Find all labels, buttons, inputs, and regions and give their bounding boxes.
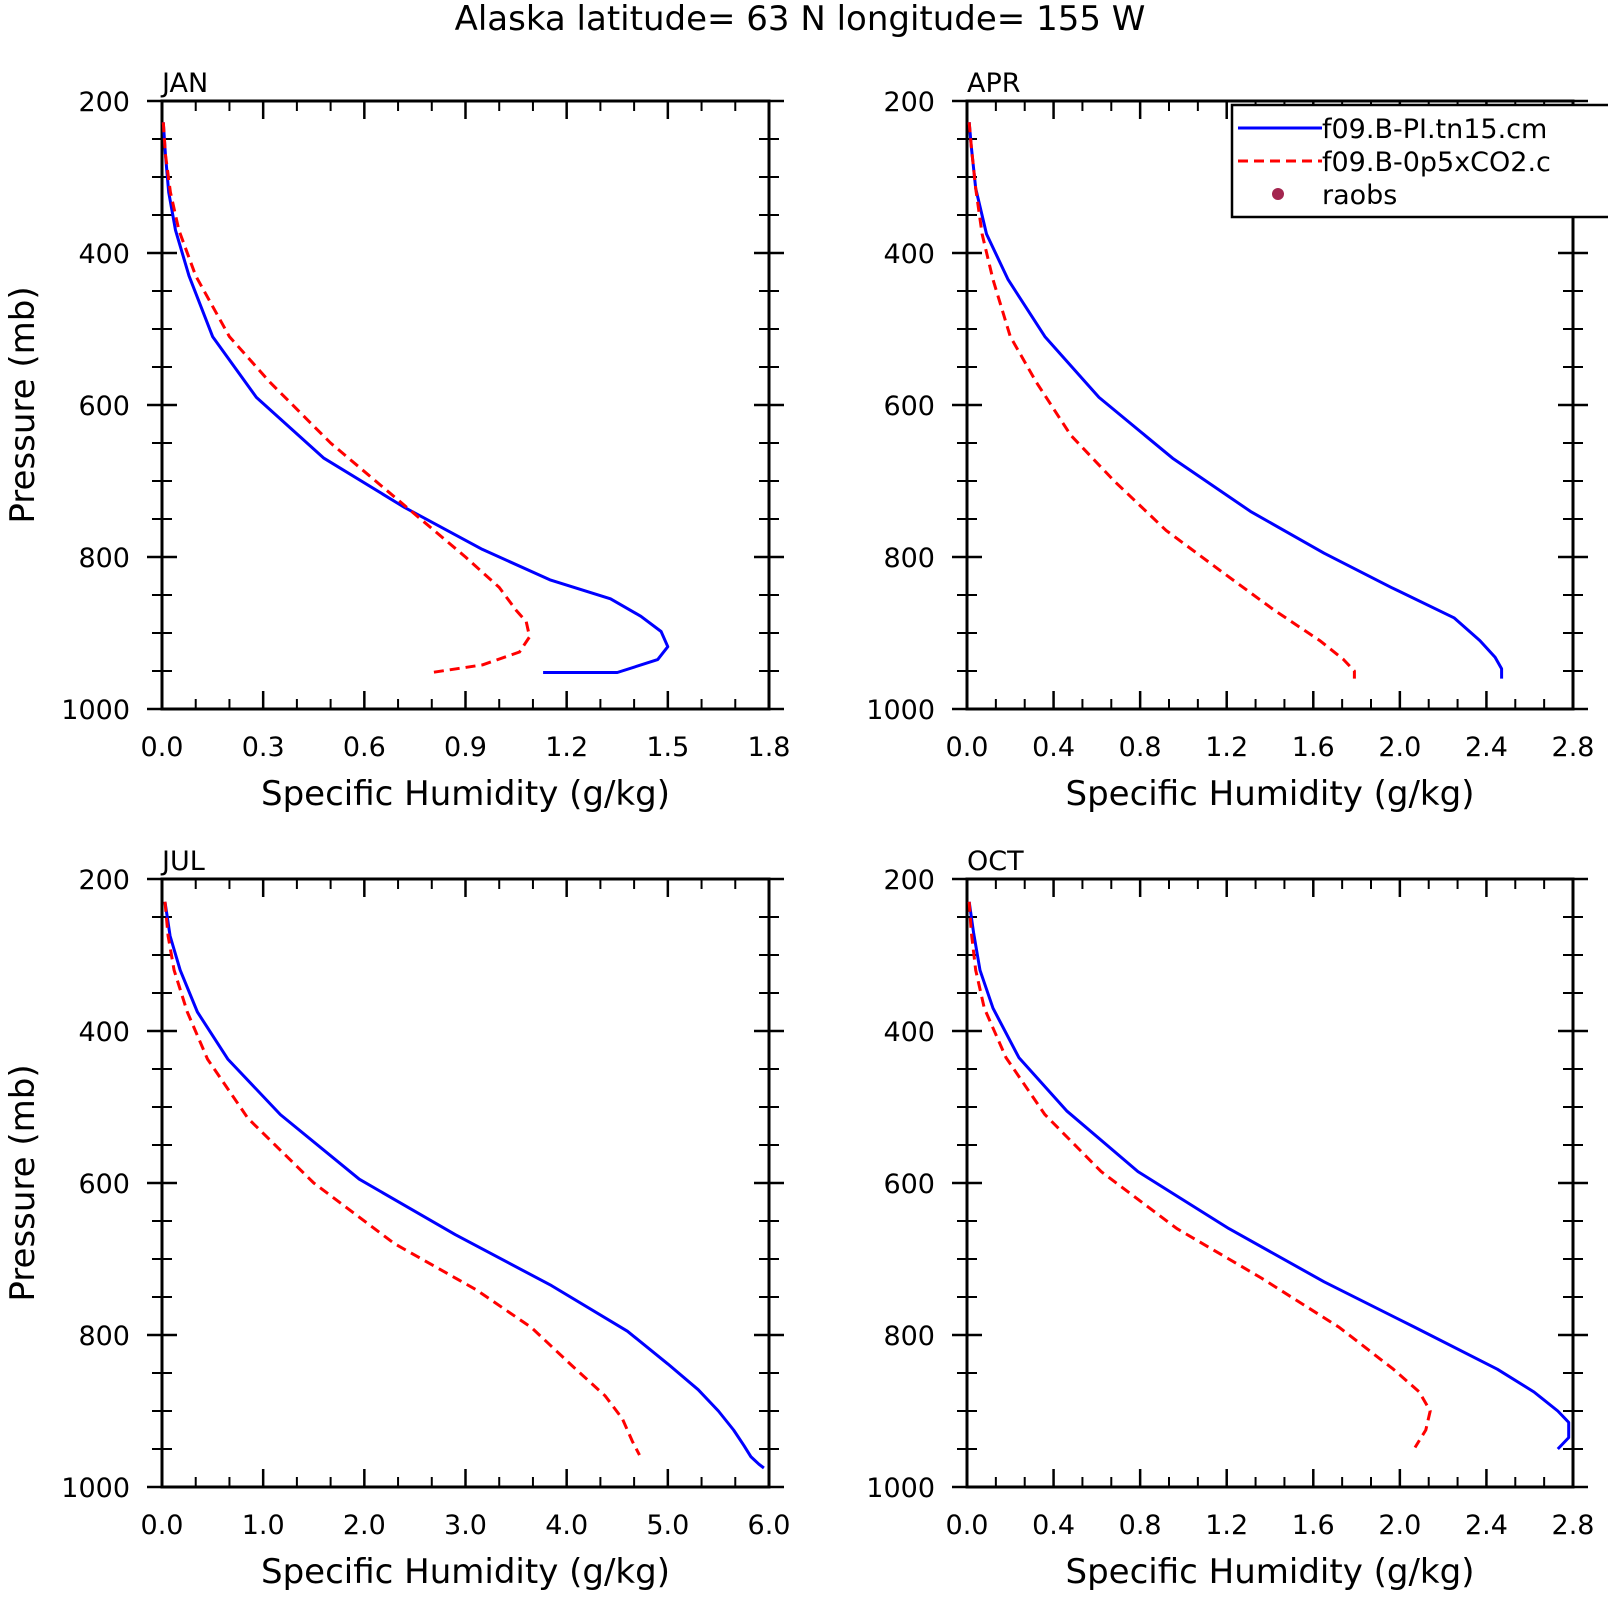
- y-tick-label: 1000: [866, 1473, 935, 1504]
- y-tick-label: 200: [78, 87, 130, 118]
- x-tick-label: 0.9: [444, 732, 487, 763]
- x-tick-label: 1.2: [1205, 1510, 1248, 1541]
- x-tick-label: 2.4: [1465, 732, 1508, 763]
- x-tick-label: 2.8: [1552, 732, 1595, 763]
- y-tick-label: 600: [78, 1169, 130, 1200]
- x-tick-label: 5.0: [646, 1510, 689, 1541]
- x-tick-label: 1.2: [545, 732, 588, 763]
- panel-title: OCT: [967, 846, 1024, 877]
- series-line-dashed: [967, 122, 1356, 679]
- panel-jan: JAN 0.0 0.3 0.6 0.9 1.2 1.5 1.8 200 400 600 800 1000…: [3, 68, 790, 814]
- x-tick-label: 0.0: [946, 1510, 989, 1541]
- y-tick-label: 600: [883, 391, 935, 422]
- x-tick-label: 2.0: [1378, 732, 1421, 763]
- legend-marker-dot: [1272, 188, 1284, 200]
- y-tick-label: 400: [883, 1017, 935, 1048]
- x-tick-label: 1.5: [646, 732, 689, 763]
- y-tick-label: 800: [78, 1321, 130, 1352]
- y-tick-label: 1000: [61, 695, 130, 726]
- panel-oct: OCT 0.0 0.4 0.8 1.2 1.6 2.0 2.4 2.8 200 400 600 800 1…: [866, 846, 1594, 1592]
- y-tick-label: 200: [883, 87, 935, 118]
- panel-title: APR: [967, 68, 1021, 99]
- series-line-solid: [967, 122, 1504, 679]
- series-line-solid: [163, 901, 765, 1470]
- x-tick-label: 4.0: [545, 1510, 588, 1541]
- x-tick-label: 1.6: [1292, 732, 1335, 763]
- x-tick-label: 1.0: [242, 1510, 285, 1541]
- legend-label: f09.B-0p5xCO2.c: [1322, 147, 1551, 178]
- plot-frame: [160, 877, 771, 1489]
- x-tick-label: 1.6: [1292, 1510, 1335, 1541]
- y-tick-label: 800: [883, 1321, 935, 1352]
- panel-apr: APR 0.0 0.4 0.8 1.2 1.6 2.0 2.4 2.8 200 400 600 800 1…: [866, 68, 1594, 814]
- x-tick-label: 6.0: [748, 1510, 791, 1541]
- series-line-dashed: [161, 122, 532, 674]
- legend-label: raobs: [1322, 180, 1397, 211]
- x-tick-label: 0.0: [141, 732, 184, 763]
- main-title: Alaska latitude= 63 N longitude= 155 W: [455, 0, 1146, 39]
- plot-frame: [965, 877, 1575, 1489]
- x-axis-label: Specific Humidity (g/kg): [261, 1552, 670, 1592]
- series-line-solid: [161, 122, 670, 674]
- x-tick-label: 1.8: [748, 732, 791, 763]
- plot-frame: [160, 99, 771, 711]
- x-tick-label: 0.0: [141, 1510, 184, 1541]
- x-tick-label: 0.4: [1032, 1510, 1075, 1541]
- panels: JAN 0.0 0.3 0.6 0.9 1.2 1.5 1.8 200 400 600 800 1000…: [3, 68, 1594, 1592]
- y-tick-label: 1000: [866, 695, 935, 726]
- y-tick-label: 1000: [61, 1473, 130, 1504]
- x-tick-label: 0.8: [1119, 732, 1162, 763]
- x-axis-label: Specific Humidity (g/kg): [1066, 1552, 1475, 1592]
- y-tick-label: 400: [883, 239, 935, 270]
- series-line-dashed: [967, 901, 1432, 1449]
- y-tick-label: 400: [78, 1017, 130, 1048]
- y-tick-label: 400: [78, 239, 130, 270]
- x-tick-label: 0.4: [1032, 732, 1075, 763]
- x-axis-label: Specific Humidity (g/kg): [1066, 774, 1475, 814]
- series-line-dashed: [163, 901, 641, 1456]
- x-tick-label: 3.0: [444, 1510, 487, 1541]
- panel-title: JAN: [160, 68, 208, 99]
- y-tick-label: 600: [883, 1169, 935, 1200]
- series-line-solid: [967, 901, 1571, 1451]
- legend-label: f09.B-PI.tn15.cm: [1322, 114, 1547, 145]
- x-tick-label: 0.6: [343, 732, 386, 763]
- y-axis-label: Pressure (mb): [3, 1064, 43, 1301]
- panel-jul: JUL 0.0 1.0 2.0 3.0 4.0 5.0 6.0 200 400 600 800 1000…: [3, 846, 790, 1592]
- y-tick-label: 800: [883, 543, 935, 574]
- x-tick-label: 0.0: [946, 732, 989, 763]
- x-tick-label: 2.0: [1378, 1510, 1421, 1541]
- panel-title: JUL: [160, 846, 205, 877]
- y-tick-label: 800: [78, 543, 130, 574]
- x-tick-label: 0.8: [1119, 1510, 1162, 1541]
- y-tick-label: 200: [883, 865, 935, 896]
- x-tick-label: 0.3: [242, 732, 285, 763]
- y-axis-label: Pressure (mb): [3, 286, 43, 523]
- x-tick-label: 2.4: [1465, 1510, 1508, 1541]
- x-tick-label: 1.2: [1205, 732, 1248, 763]
- x-axis-label: Specific Humidity (g/kg): [261, 774, 670, 814]
- x-tick-label: 2.0: [343, 1510, 386, 1541]
- y-tick-label: 600: [78, 391, 130, 422]
- y-tick-label: 200: [78, 865, 130, 896]
- x-tick-label: 2.8: [1552, 1510, 1595, 1541]
